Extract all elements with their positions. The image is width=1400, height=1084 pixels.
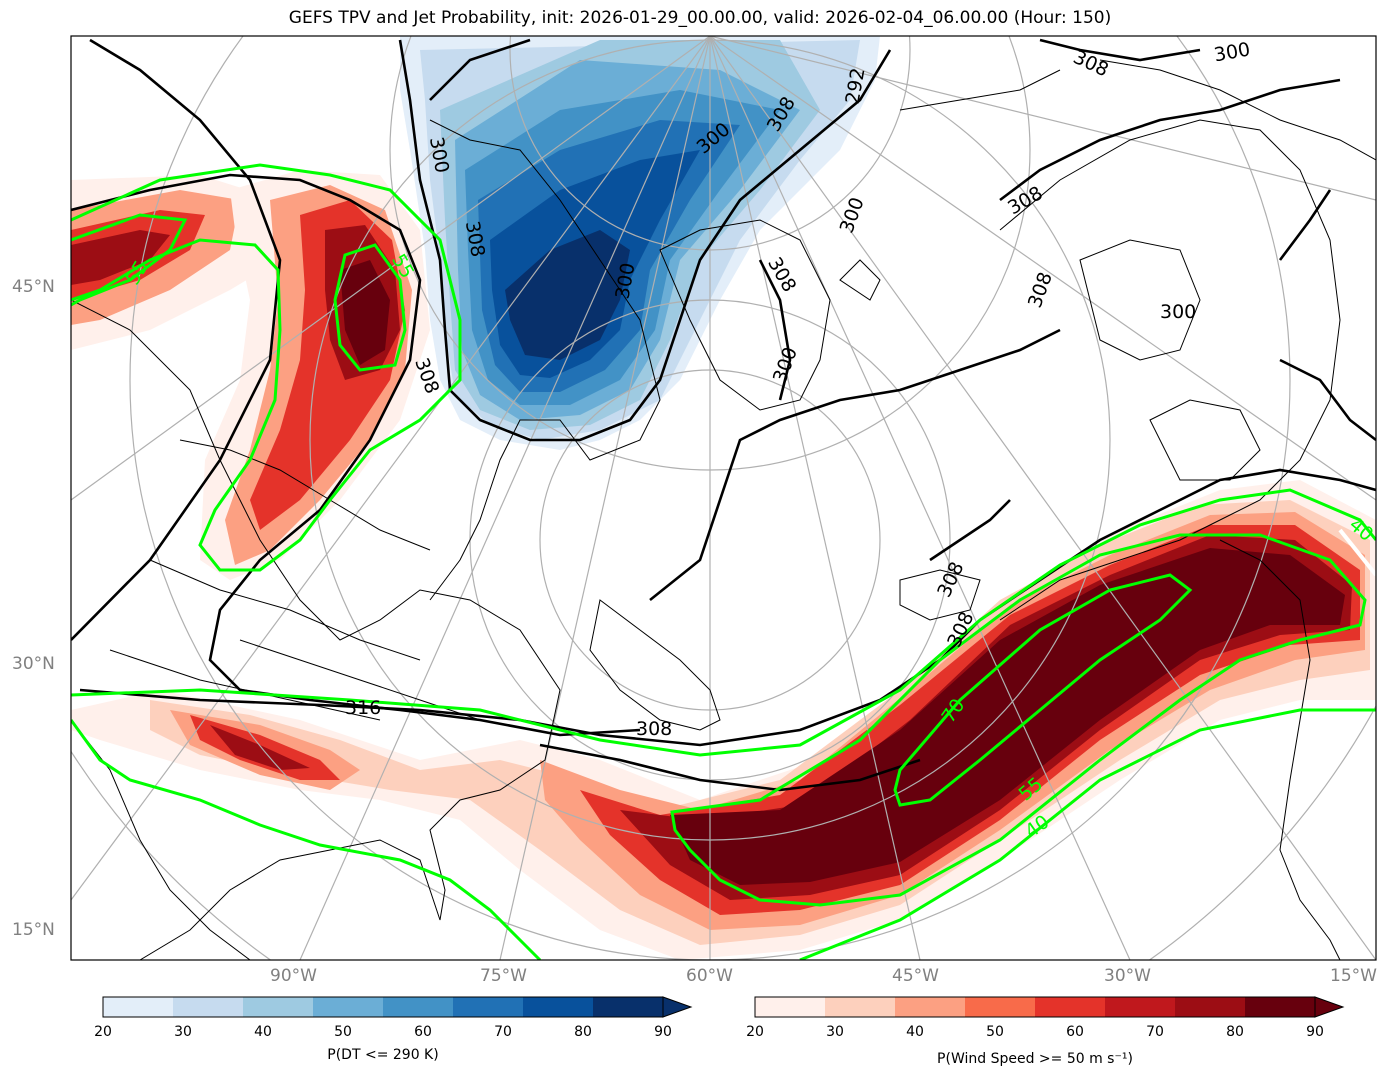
colorbar-tpv-tick-label: 90 xyxy=(654,1024,672,1040)
lat-label-15n: 15°N xyxy=(12,920,55,940)
colorbar-jet-segment xyxy=(895,997,965,1017)
colorbar-tpv-segment xyxy=(453,997,523,1017)
lat-label-45n: 45°N xyxy=(12,277,55,297)
colorbar-tpv-segment xyxy=(523,997,593,1017)
colorbar-tpv-segment xyxy=(103,997,173,1017)
colorbar-tpv-segment xyxy=(383,997,453,1017)
map-title: GEFS TPV and Jet Probability, init: 2026… xyxy=(288,8,1112,28)
colorbar-jet-tick-label: 30 xyxy=(826,1024,844,1040)
colorbar-tpv-segment xyxy=(173,997,243,1017)
colorbar-tpv-tick-label: 50 xyxy=(334,1024,352,1040)
lon-label-15w: 15°W xyxy=(1330,966,1377,986)
lat-label-30n: 30°N xyxy=(12,654,55,674)
coastlines xyxy=(71,59,1376,960)
colorbar-jet-tick-label: 50 xyxy=(986,1024,1004,1040)
colorbar-jet-segment xyxy=(1245,997,1315,1017)
colorbar-tpv xyxy=(102,996,693,1018)
colorbar-jet-segment xyxy=(965,997,1035,1017)
colorbar-tpv-tick-label: 80 xyxy=(574,1024,592,1040)
colorbar-jet-tick-label: 90 xyxy=(1306,1024,1324,1040)
colorbar-jet-segment xyxy=(1035,997,1105,1017)
colorbar-tpv-tick-label: 30 xyxy=(174,1024,192,1040)
colorbar-tpv-label: P(DT <= 290 K) xyxy=(327,1047,439,1063)
colorbar-jet-segment xyxy=(1175,997,1245,1017)
lon-label-30w: 30°W xyxy=(1104,966,1151,986)
lon-label-90w: 90°W xyxy=(270,966,317,986)
colorbar-jet-tick-label: 20 xyxy=(746,1024,764,1040)
tpv-probability-shading xyxy=(400,36,880,450)
lon-label-60w: 60°W xyxy=(686,966,733,986)
colorbar-tpv-segment xyxy=(313,997,383,1017)
colorbar-tpv-tick-label: 60 xyxy=(414,1024,432,1040)
colorbar-tpv-extend-arrow xyxy=(662,996,693,1018)
colorbar-jet-segment xyxy=(755,997,825,1017)
colorbar-jet-label: P(Wind Speed >= 50 m s⁻¹) xyxy=(937,1051,1133,1067)
colorbar-jet-ticks: 20 30 40 50 60 70 80 90 xyxy=(0,1024,1400,1042)
theta-label: 308 xyxy=(636,718,672,740)
colorbar-jet-tick-label: 40 xyxy=(906,1024,924,1040)
colorbar-jet-tick-label: 70 xyxy=(1146,1024,1164,1040)
colorbar-jet-extend-arrow xyxy=(1314,996,1345,1018)
colorbar-jet-tick-label: 80 xyxy=(1226,1024,1244,1040)
colorbar-jet-segment xyxy=(1105,997,1175,1017)
colorbar-jet-tick-label: 60 xyxy=(1066,1024,1084,1040)
colorbar-jet xyxy=(754,996,1345,1018)
theta-label: 300 xyxy=(1160,301,1196,323)
colorbar-jet-segment xyxy=(825,997,895,1017)
colorbar-tpv-tick-label: 40 xyxy=(254,1024,272,1040)
colorbar-tpv-segment xyxy=(593,997,663,1017)
map-frame xyxy=(70,35,1377,961)
theta-label: 316 xyxy=(345,697,381,719)
colorbar-jet-frame xyxy=(754,996,1316,1018)
colorbar-tpv-ticks: 20 30 40 50 60 70 80 90 xyxy=(0,1024,1400,1042)
jet-speed-contours xyxy=(71,163,1376,960)
lon-label-75w: 75°W xyxy=(480,966,527,986)
lon-label-45w: 45°W xyxy=(892,966,939,986)
colorbar-tpv-segment xyxy=(243,997,313,1017)
colorbar-tpv-tick-label: 70 xyxy=(494,1024,512,1040)
colorbar-tpv-tick-label: 20 xyxy=(94,1024,112,1040)
colorbar-tpv-frame xyxy=(102,996,664,1018)
